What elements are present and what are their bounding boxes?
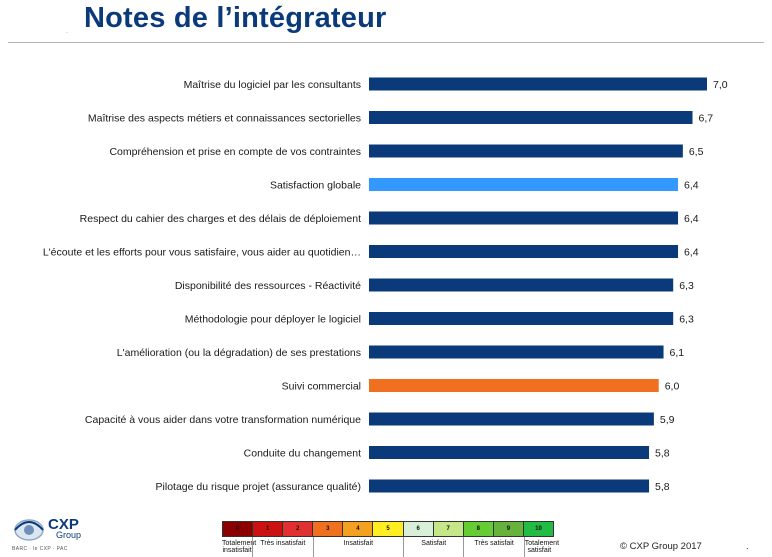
scale-group-label: Totalement satisfait bbox=[523, 537, 559, 557]
eye-logo-icon bbox=[14, 519, 44, 541]
category-label: Satisfaction globale bbox=[270, 180, 361, 192]
cxp-logo: CXP Group BARC · le CXP · PAC bbox=[12, 516, 92, 556]
value-label: 6,0 bbox=[665, 381, 680, 393]
category-label: Capacité à vous aider dans votre transfo… bbox=[85, 414, 361, 426]
value-label: 6,4 bbox=[684, 213, 699, 225]
bar bbox=[369, 345, 664, 359]
scale-group-label: Insatisfait bbox=[312, 537, 404, 557]
scale-group-label: Satisfait bbox=[403, 537, 463, 557]
category-label: Pilotage du risque projet (assurance qua… bbox=[156, 481, 361, 493]
logo-sub: Group bbox=[56, 530, 82, 540]
value-label: 6,5 bbox=[689, 146, 704, 158]
page-title: Notes de l’intégrateur bbox=[84, 2, 387, 34]
value-label: 6,4 bbox=[684, 247, 699, 259]
category-label: Maîtrise des aspects métiers et connaiss… bbox=[88, 113, 361, 125]
category-label: Maîtrise du logiciel par les consultants bbox=[184, 79, 361, 91]
value-label: 6,3 bbox=[679, 314, 694, 326]
value-label: 6,7 bbox=[699, 113, 714, 125]
scale-color-row: 0 1 2 3 4 5 6 7 8 9 10 bbox=[222, 521, 554, 537]
bar-chart: Maîtrise du logiciel par les consultants… bbox=[43, 77, 728, 493]
scale-cell: 5 bbox=[373, 522, 404, 536]
value-label: 5,9 bbox=[660, 414, 675, 426]
bar bbox=[369, 144, 683, 158]
title-divider bbox=[8, 42, 764, 43]
scale-cell: 4 bbox=[343, 522, 374, 536]
copyright: © CXP Group 2017 bbox=[620, 541, 702, 552]
value-label: 6,1 bbox=[670, 347, 685, 359]
footer-dot: . bbox=[746, 541, 749, 551]
value-label: 6,4 bbox=[684, 180, 699, 192]
scale-cell: 9 bbox=[493, 522, 524, 536]
value-label: 6,3 bbox=[679, 280, 694, 292]
scale-group-labels: Totalement insatisfait Très insatisfait In… bbox=[222, 537, 559, 557]
satisfaction-scale: 0 1 2 3 4 5 6 7 8 9 10 Totalement insatisfait Très … bbox=[222, 521, 559, 557]
scale-cell: 10 bbox=[523, 522, 554, 536]
category-label: Compréhension et prise en compte de vos … bbox=[109, 146, 361, 158]
scale-cell: 7 bbox=[433, 522, 464, 536]
scale-cell: 8 bbox=[463, 522, 494, 536]
bar bbox=[369, 479, 650, 493]
category-label: Disponibilité des ressources - Réactivit… bbox=[175, 280, 361, 292]
value-label: 7,0 bbox=[713, 79, 728, 91]
scale-cell: 1 bbox=[253, 522, 284, 536]
category-label: Méthodologie pour déployer le logiciel bbox=[185, 314, 361, 326]
category-label: L'écoute et les efforts pour vous satisf… bbox=[43, 247, 361, 259]
category-label: L'amélioration (ou la dégradation) de se… bbox=[117, 347, 361, 359]
category-label: Conduite du changement bbox=[244, 448, 361, 460]
bar bbox=[369, 77, 707, 91]
scale-cell: 3 bbox=[313, 522, 344, 536]
scale-group-label: Totalement insatisfait bbox=[222, 540, 257, 554]
bar bbox=[369, 211, 679, 225]
scale-cell: 2 bbox=[283, 522, 314, 536]
bar bbox=[369, 111, 693, 124]
value-label: 5,8 bbox=[655, 481, 670, 493]
bar bbox=[369, 446, 650, 459]
scale-cell: 6 bbox=[403, 522, 434, 536]
bar bbox=[369, 412, 654, 426]
category-label: Respect du cahier des charges et des dél… bbox=[80, 213, 361, 225]
bar bbox=[369, 278, 674, 292]
bar bbox=[369, 312, 674, 325]
scale-cell: 0 bbox=[223, 522, 254, 536]
bar bbox=[369, 245, 679, 258]
scale-group-label: Très insatisfait bbox=[252, 537, 312, 557]
category-label: Suivi commercial bbox=[282, 381, 361, 393]
logo-name: CXP bbox=[48, 516, 79, 533]
bar bbox=[369, 379, 659, 392]
value-label: 5,8 bbox=[655, 448, 670, 460]
bar bbox=[369, 178, 679, 191]
scale-group-label: Très satisfait bbox=[463, 537, 523, 557]
logo-tagline: BARC · le CXP · PAC bbox=[12, 546, 68, 552]
title-corner-mark: · bbox=[66, 30, 68, 36]
